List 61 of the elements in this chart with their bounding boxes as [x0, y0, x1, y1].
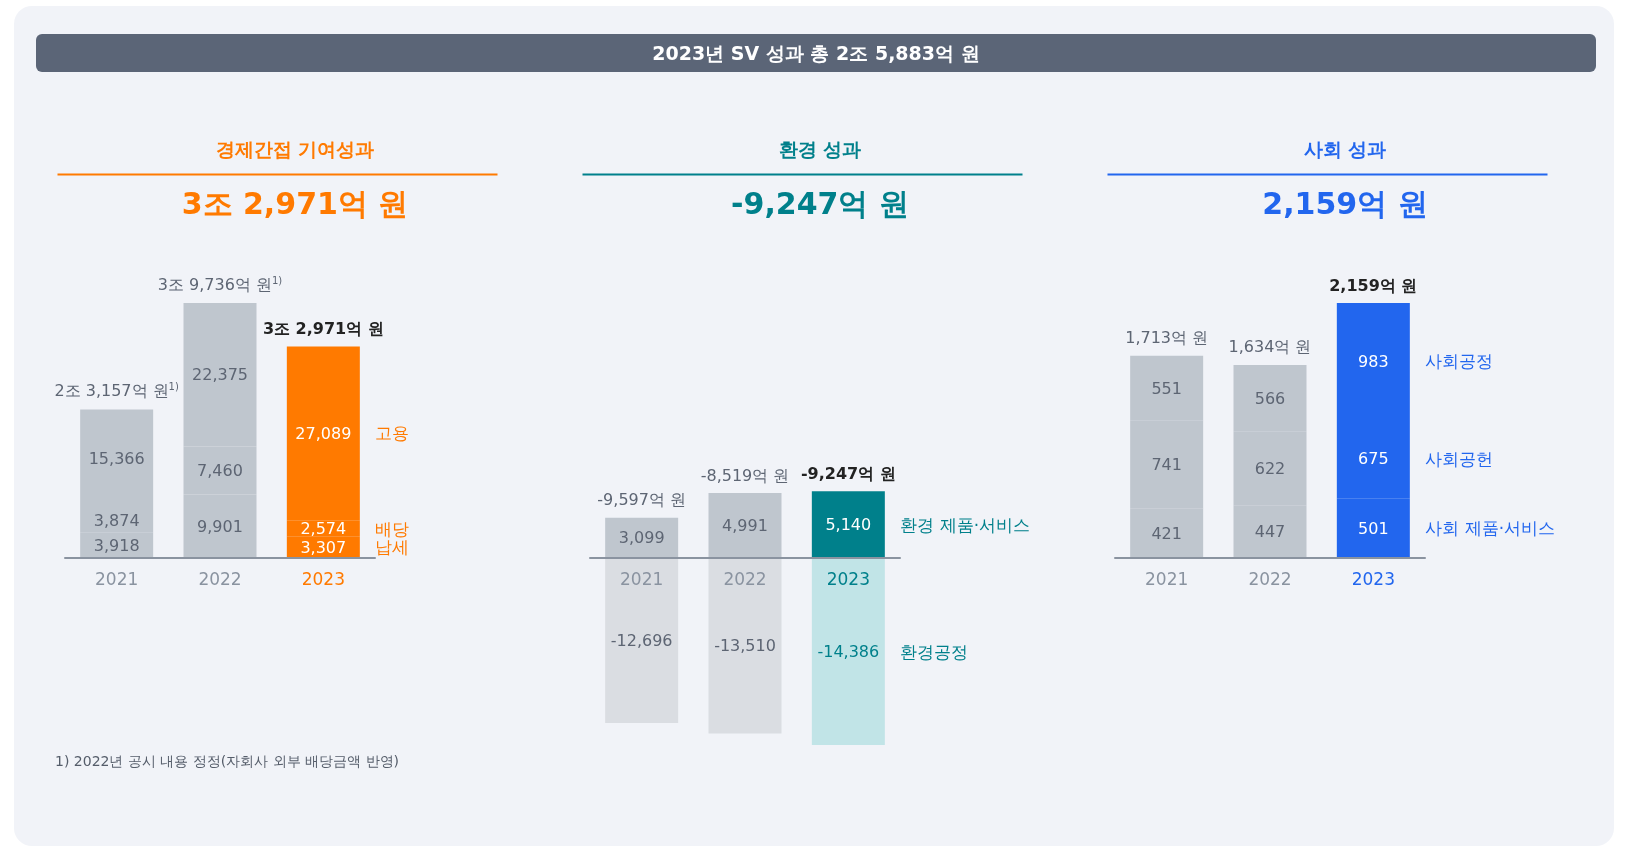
total-label: 2,159억 원 [1329, 275, 1418, 295]
x-tick-label: 2022 [1248, 568, 1292, 589]
data-label: 3,099 [618, 528, 665, 548]
x-tick-label: 2023 [826, 568, 870, 589]
data-label: 5,140 [825, 515, 872, 535]
data-label: 27,089 [295, 423, 352, 443]
data-label: 2,574 [300, 519, 347, 539]
total-label: 3조 2,971억 원 [262, 318, 384, 338]
total-label: -8,519억 원 [700, 465, 790, 485]
total-label: -9,247억 원 [800, 463, 896, 483]
data-label: 3,307 [300, 537, 347, 557]
series-label: 환경공정 [900, 641, 969, 662]
x-tick-label: 2023 [1351, 568, 1395, 589]
data-label: -13,510 [714, 636, 776, 656]
series-label: 납세 [375, 537, 410, 558]
data-label: 22,375 [192, 365, 248, 385]
series-label: 사회 제품·서비스 [1425, 518, 1556, 539]
chart-title: 사회 성과 [1303, 137, 1387, 160]
data-label: 741 [1151, 455, 1182, 475]
text: 1) 2022년 공시 내용 정정(자회사 외부 배당금액 반영) [55, 753, 400, 769]
bar [605, 558, 679, 724]
x-tick-label: 2021 [95, 568, 139, 589]
data-label: -12,696 [610, 631, 673, 651]
chart-subtitle: 3조 2,971억 원 [181, 185, 409, 221]
x-tick-label: 2022 [198, 568, 242, 589]
data-label: 501 [1358, 518, 1389, 538]
series-label: 배당 [375, 518, 410, 539]
data-label: 551 [1151, 378, 1182, 398]
data-label: 983 [1358, 351, 1389, 371]
data-label: 622 [1254, 458, 1286, 478]
data-label: 7,460 [197, 461, 243, 481]
x-tick-label: 2023 [301, 568, 345, 589]
series-label: 사회공정 [1425, 351, 1494, 372]
data-label: 3,874 [93, 510, 140, 530]
chart-subtitle: 2,159억 원 [1262, 185, 1428, 221]
data-label: 9,901 [197, 516, 243, 536]
data-label: 447 [1254, 522, 1286, 542]
bar [708, 558, 782, 734]
bar [708, 493, 782, 558]
data-label: 15,366 [88, 449, 145, 469]
total-label: 1,713억 원 [1125, 328, 1209, 348]
series-label: 환경 제품·서비스 [900, 514, 1031, 535]
series-label: 사회공헌 [1425, 448, 1494, 469]
data-label: -14,386 [817, 642, 880, 661]
data-label: 421 [1151, 523, 1182, 543]
data-label: 566 [1254, 388, 1286, 408]
x-tick-label: 2021 [620, 568, 664, 589]
series-label: 고용 [375, 423, 410, 444]
x-tick-label: 2022 [723, 568, 767, 589]
x-tick-label: 2021 [1145, 568, 1189, 589]
total-label: -9,597억 원 [597, 490, 686, 510]
chart-subtitle: -9,247억 원 [731, 185, 909, 221]
data-label: 675 [1358, 449, 1389, 469]
data-label: 4,991 [722, 516, 768, 536]
bar [811, 491, 885, 558]
total-label: 1,634억 원 [1228, 337, 1312, 357]
chart-title: 경제간접 기여성과 [215, 137, 375, 160]
text: 2023년 SV 성과 총 2조 5,883억 원 [36, 34, 1596, 72]
bar [811, 558, 885, 745]
chart-title: 환경 성과 [778, 137, 862, 160]
data-label: 3,918 [93, 535, 140, 555]
